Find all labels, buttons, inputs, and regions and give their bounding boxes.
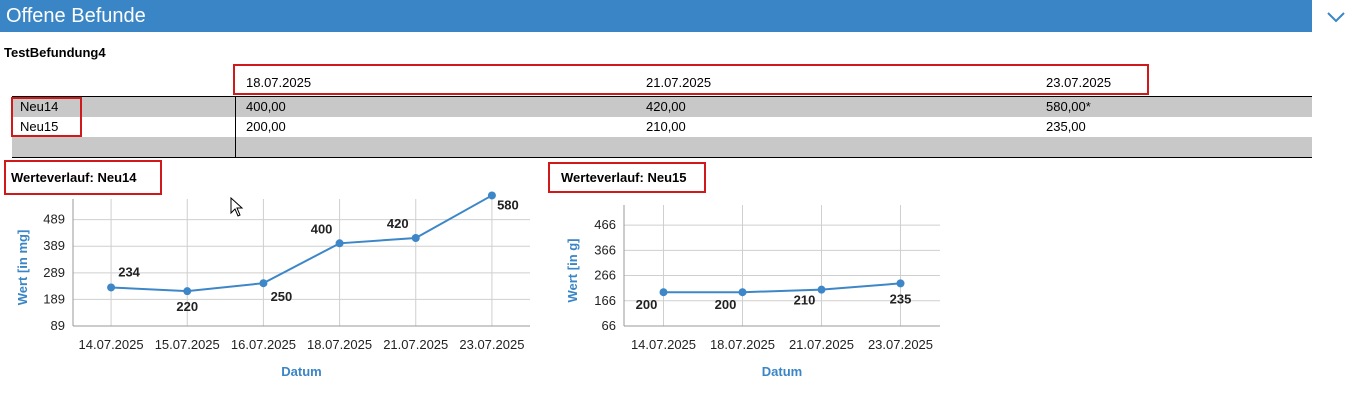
data-label: 220 [176,299,198,314]
mouse-cursor-icon [230,197,244,217]
y-tick-label: 189 [43,291,65,306]
results-table: Neu14 400,00 420,00 580,00* Neu15 200,00… [12,96,1312,158]
data-label: 400 [311,221,333,236]
data-label: 200 [636,297,658,312]
y-axis-title: Wert [in mg] [15,230,30,306]
data-label: 580 [497,197,519,212]
y-tick-label: 489 [43,212,65,227]
y-tick-label: 266 [594,268,616,283]
y-tick-label: 466 [594,217,616,232]
x-tick-label: 18.07.2025 [710,337,775,352]
y-tick-label: 66 [602,318,616,333]
x-tick-label: 21.07.2025 [383,337,448,352]
y-tick-label: 366 [594,242,616,257]
date-header: 18.07.2025 [246,75,312,90]
line-chart-neu15: 66 166 266 366 466 14.07.2025 18.07.2025 21.07.… [565,205,940,379]
date-header: 23.07.2025 [1046,75,1112,90]
section-title: TestBefundung4 [4,45,106,60]
data-point [896,279,905,288]
x-tick-label: 23.07.2025 [459,337,524,352]
x-tick-label: 21.07.2025 [789,337,854,352]
row-name: Neu15 [20,119,59,134]
x-tick-label: 14.07.2025 [79,337,144,352]
data-point [335,239,344,248]
data-label: 420 [387,216,409,231]
data-label: 200 [715,297,737,312]
table-cell: 420,00 [646,99,686,114]
chevron-down-icon[interactable] [1322,2,1350,30]
y-tick-label: 89 [51,318,65,333]
table-row[interactable]: Neu14 400,00 420,00 580,00* [12,97,1312,117]
x-axis-title: Datum [281,364,321,379]
data-point [817,285,826,294]
data-label: 210 [794,293,816,308]
table-cell: 200,00 [246,119,286,134]
table-cell: 235,00 [1046,119,1086,134]
x-tick-label: 14.07.2025 [631,337,696,352]
y-axis-title: Wert [in g] [565,238,580,302]
table-header-row: 18.07.2025 21.07.2025 23.07.2025 [0,70,1312,94]
table-cell: 580,00* [1046,99,1091,114]
data-point [183,287,192,296]
data-point [738,288,747,297]
series-line [663,282,901,294]
x-tick-label: 16.07.2025 [231,337,296,352]
data-label: 235 [890,291,912,306]
table-row-empty [12,137,1312,157]
x-tick-label: 23.07.2025 [868,337,933,352]
x-tick-label: 15.07.2025 [155,337,220,352]
data-point [487,191,496,200]
data-label: 234 [118,264,140,279]
line-chart-neu14: 89 189 289 389 489 14.07.2025 15.07.2025 16.07.… [15,191,530,379]
data-label: 250 [271,289,293,304]
data-point [107,283,116,292]
series-line [111,194,493,293]
column-divider [235,97,236,157]
chart-title-neu15: Werteverlauf: Neu15 [561,170,687,185]
x-tick-label: 18.07.2025 [307,337,372,352]
y-tick-label: 289 [43,265,65,280]
date-header: 21.07.2025 [646,75,712,90]
panel-title: Offene Befunde [6,5,146,27]
y-tick-label: 166 [594,293,616,308]
table-cell: 400,00 [246,99,286,114]
chart-title-neu14: Werteverlauf: Neu14 [11,170,137,185]
data-point [411,233,420,242]
data-point [659,288,668,297]
y-tick-label: 389 [43,238,65,253]
table-row[interactable]: Neu15 200,00 210,00 235,00 [12,117,1312,137]
x-axis-title: Datum [762,364,802,379]
row-name: Neu14 [20,99,59,114]
data-point [259,279,268,288]
panel-header: Offene Befunde [0,0,1312,32]
table-cell: 210,00 [646,119,686,134]
